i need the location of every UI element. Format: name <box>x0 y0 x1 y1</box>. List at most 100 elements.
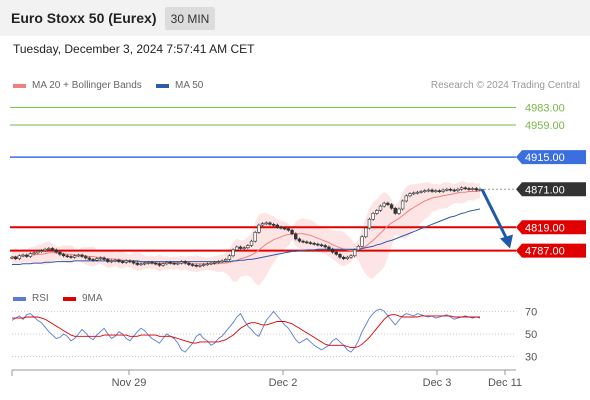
candle <box>220 259 224 264</box>
candle <box>448 187 453 192</box>
candle-body <box>445 188 449 191</box>
candle-body <box>437 190 442 193</box>
candle-body <box>312 243 316 245</box>
forecast-arrow-head <box>500 234 513 249</box>
candle-body <box>176 262 180 265</box>
rsi-ma-swatch <box>63 296 76 301</box>
candle-body <box>441 189 445 192</box>
ma50-line <box>12 208 481 265</box>
candle-body <box>456 188 460 192</box>
candle-body <box>360 236 364 247</box>
candle-body <box>58 251 62 255</box>
candle <box>452 188 456 193</box>
candle <box>142 261 147 266</box>
bollinger-band-fill <box>12 181 480 286</box>
candle-body <box>290 229 294 235</box>
ma20-swatch <box>13 83 26 88</box>
level-tag-4871.00 <box>516 182 586 197</box>
candle-body <box>467 188 471 190</box>
candle <box>378 204 383 212</box>
candle-body <box>102 257 106 260</box>
candle-body <box>212 262 217 264</box>
x-axis: Nov 29 Dec 2 Dec 3 Dec 11 <box>11 369 522 389</box>
candle-body <box>338 254 342 258</box>
candle <box>282 226 287 231</box>
candle-body <box>98 257 103 260</box>
candle <box>434 189 438 193</box>
candle-body <box>139 263 143 266</box>
candle <box>120 260 125 264</box>
candle-body <box>172 262 176 265</box>
legend-ma20: MA 20 + Bollinger Bands <box>13 80 142 91</box>
candle-body <box>264 222 268 225</box>
candle <box>117 258 121 264</box>
candle <box>72 254 77 259</box>
candle <box>39 249 44 253</box>
candle <box>10 255 14 260</box>
candle-body <box>187 262 191 265</box>
candle <box>47 247 51 251</box>
candle-body <box>393 207 397 214</box>
candle-body <box>271 224 276 226</box>
candle-body <box>80 254 84 257</box>
candle-body <box>154 262 158 265</box>
candle <box>459 186 464 191</box>
candle-body <box>216 261 221 263</box>
candle-body <box>131 261 136 264</box>
candle <box>294 232 298 241</box>
candle <box>411 191 416 196</box>
candle-body <box>50 248 55 251</box>
rsi-line <box>11 308 481 353</box>
candles <box>10 186 482 268</box>
candle-body <box>95 258 99 261</box>
candle <box>437 189 442 193</box>
candle <box>386 201 390 207</box>
candle <box>467 187 471 191</box>
candle <box>286 227 291 232</box>
candle-body <box>415 191 420 194</box>
candle <box>474 187 479 192</box>
candle <box>393 206 397 215</box>
candle-body <box>294 233 298 240</box>
candle-body <box>353 249 357 257</box>
rsi-panel: 70 50 30 <box>11 306 537 364</box>
candle <box>356 244 361 252</box>
candle <box>150 260 154 265</box>
candle-body <box>106 259 110 262</box>
level-tag-4787.00 <box>516 243 586 258</box>
candle <box>397 207 401 215</box>
candle-body <box>124 260 128 263</box>
candle <box>290 228 294 236</box>
candle-body <box>117 259 121 262</box>
candle-body <box>183 261 187 264</box>
candle <box>246 244 250 250</box>
candle <box>54 248 58 254</box>
forecast-arrow-shaft <box>480 188 510 243</box>
candle-body <box>72 255 77 258</box>
candle <box>463 186 467 190</box>
candle-body <box>36 251 40 254</box>
timeframe-button[interactable]: 30 MIN <box>165 7 215 30</box>
candle <box>275 223 280 229</box>
level-tag-4915.00 <box>516 150 586 165</box>
candle-body <box>142 262 147 265</box>
rsi-tick-label: 30 <box>525 352 537 364</box>
candle <box>139 262 143 266</box>
candle-body <box>411 192 416 195</box>
candle <box>124 259 128 264</box>
candle-body <box>47 248 51 250</box>
candle <box>308 241 313 245</box>
candle <box>419 190 423 194</box>
candle <box>194 263 198 268</box>
level-label-4787.00: 4787.00 <box>525 246 565 258</box>
candle-body <box>323 245 327 248</box>
candle-body <box>279 226 283 229</box>
candle-body <box>165 262 169 265</box>
candle-body <box>297 238 302 242</box>
candle-body <box>17 255 22 259</box>
candle <box>165 260 169 266</box>
candle-body <box>253 232 257 242</box>
moving-averages <box>12 190 481 265</box>
candle <box>441 188 445 193</box>
candle <box>264 221 268 226</box>
